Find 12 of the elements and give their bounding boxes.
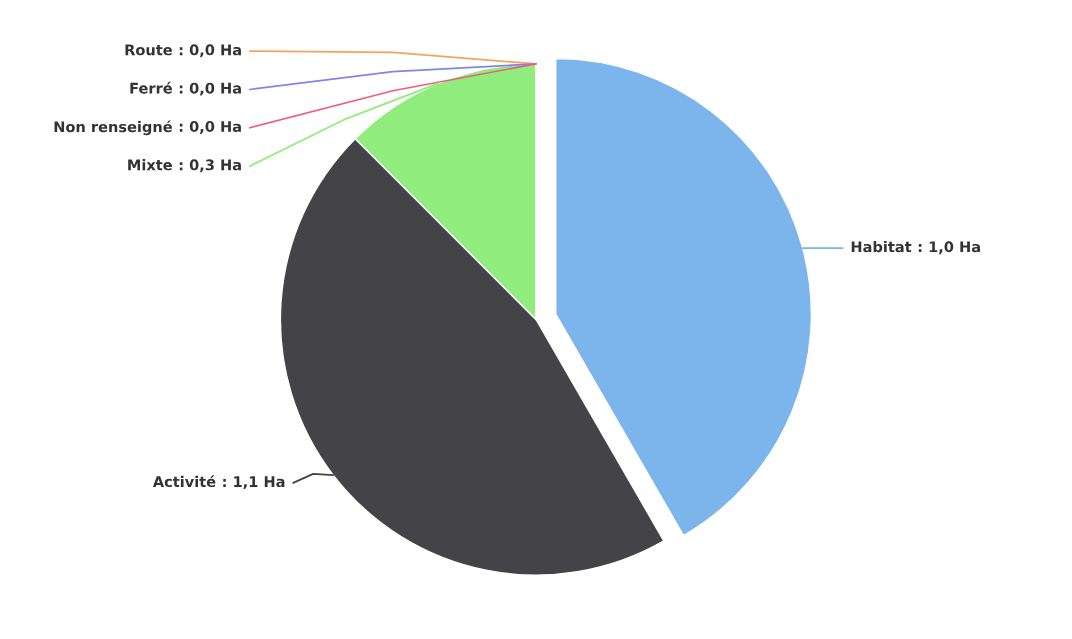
data-label: : 0,3 Ha	[179, 159, 241, 173]
data-label: : 1,1 Ha	[223, 476, 285, 489]
category-label: Route	[125, 44, 172, 56]
text: : 0,0 Ha	[179, 121, 241, 134]
data-label: : 1,0 Ha	[918, 241, 980, 255]
slice-label: Activité	[152, 475, 216, 488]
slice-label: Habitat	[851, 241, 912, 253]
text: : 0,0 Ha	[179, 44, 241, 58]
category-label: Ferré	[130, 81, 172, 94]
slice-label: Mixte	[128, 159, 172, 171]
text: : 0,0 Ha	[179, 82, 241, 96]
category-label: Non renseigné	[54, 120, 172, 136]
